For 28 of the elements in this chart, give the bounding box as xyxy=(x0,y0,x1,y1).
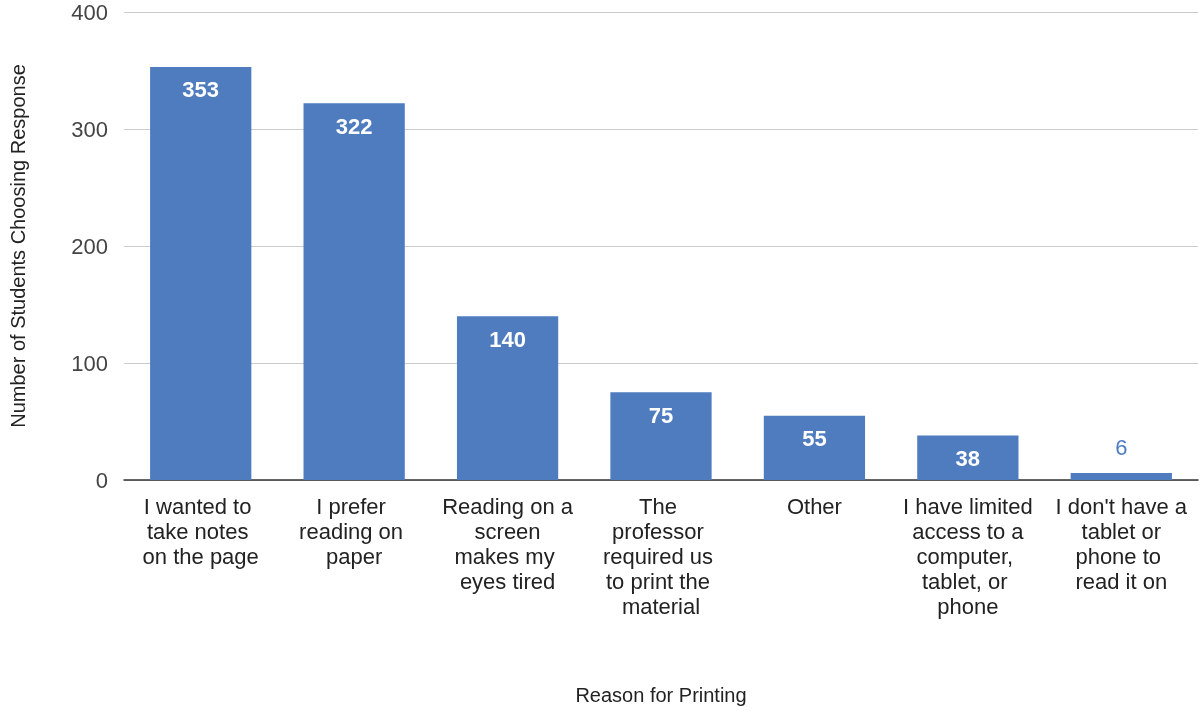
bar xyxy=(917,435,1019,480)
y-tick-label: 400 xyxy=(71,0,108,25)
x-tick-label: I have limited access to a computer, tablet, or phone xyxy=(903,494,1033,619)
x-tick-label: Other xyxy=(786,494,842,519)
x-tick-label: Reading on a screen makes my eyes tired xyxy=(442,494,574,594)
data-label: 353 xyxy=(182,77,220,103)
bar xyxy=(1070,472,1172,480)
bar xyxy=(303,103,405,480)
data-label: 75 xyxy=(648,402,674,428)
y-tick-label: 200 xyxy=(71,233,108,259)
x-axis-title: Reason for Printing xyxy=(575,684,747,706)
data-label: 38 xyxy=(955,446,981,472)
x-tick-label: I don't have a tablet or phone to read it on xyxy=(1055,494,1188,594)
y-tick-label: 100 xyxy=(71,350,108,376)
x-tick-label: The professor required us to print the material xyxy=(602,494,720,619)
y-axis-title: Number of Students Choosing Response xyxy=(7,64,29,428)
x-tick-label: I wanted to take notes on the page xyxy=(142,494,259,569)
data-label: 140 xyxy=(489,326,526,352)
data-label: 322 xyxy=(335,113,373,139)
data-label: 55 xyxy=(802,426,827,452)
data-label: 6 xyxy=(1115,435,1128,461)
x-tick-label: I prefer reading on paper xyxy=(299,494,410,569)
bar xyxy=(150,66,252,480)
bar xyxy=(456,316,559,480)
y-tick-label: 300 xyxy=(71,116,108,142)
y-tick-label: 0 xyxy=(95,467,108,493)
bar xyxy=(763,415,866,480)
bar xyxy=(610,392,712,480)
